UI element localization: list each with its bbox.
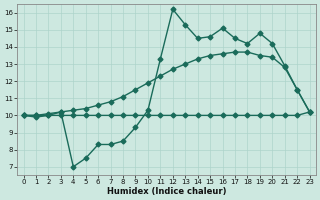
- X-axis label: Humidex (Indice chaleur): Humidex (Indice chaleur): [107, 187, 226, 196]
